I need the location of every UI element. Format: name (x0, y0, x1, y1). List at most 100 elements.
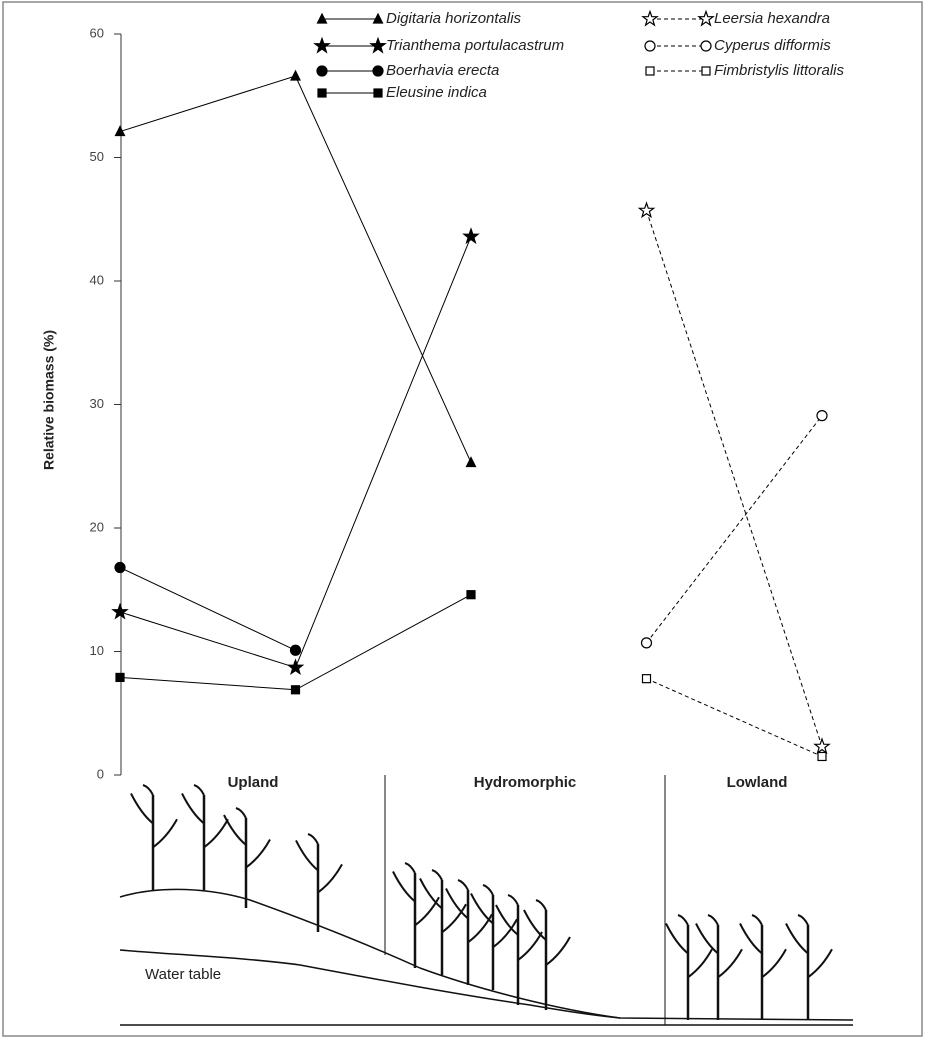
legend-label: Digitaria horizontalis (386, 10, 522, 27)
legend-label: Leersia hexandra (714, 10, 830, 27)
plant (470, 893, 494, 925)
y-axis-label: Relative biomass (%) (41, 330, 57, 470)
plant (785, 923, 809, 955)
plant (807, 948, 833, 979)
marker (813, 737, 831, 755)
zone-label: Hydromorphic (474, 774, 577, 791)
legend-marker (700, 40, 712, 52)
legend-marker (373, 88, 383, 98)
legend-marker (316, 12, 328, 24)
plant (523, 909, 547, 941)
plant (707, 914, 719, 926)
legend-label: Fimbristylis littoralis (714, 62, 845, 79)
marker (640, 637, 653, 649)
plant (203, 818, 229, 849)
plant (142, 784, 154, 796)
series-line (119, 567, 296, 651)
plant (404, 862, 416, 874)
marker (817, 751, 827, 762)
plant (687, 948, 713, 979)
marker (115, 672, 125, 683)
plant (467, 913, 493, 944)
marker (641, 674, 652, 684)
plant (392, 871, 416, 903)
plant (492, 918, 518, 949)
marker (637, 201, 656, 219)
y-tick-label: 20 (90, 519, 104, 534)
landscape (119, 775, 854, 1026)
plant (761, 948, 787, 979)
legend-marker (644, 40, 656, 52)
plant (317, 863, 343, 894)
marker (816, 410, 828, 422)
plant (441, 903, 467, 934)
marker (290, 69, 301, 81)
plant (445, 888, 469, 920)
y-tick-label: 40 (90, 272, 104, 287)
plant (751, 914, 763, 926)
plant (457, 879, 469, 891)
legend-marker (316, 65, 328, 77)
legend-marker (645, 66, 655, 76)
marker (111, 602, 129, 620)
plant (545, 936, 571, 966)
plant (181, 793, 205, 825)
y-tick-label: 30 (90, 396, 104, 411)
legend-label: Cyperus difformis (714, 37, 831, 54)
annotation: Water table (145, 966, 221, 983)
series-line (119, 75, 472, 463)
marker (465, 456, 477, 468)
y-tick-label: 10 (90, 643, 104, 658)
plant (235, 807, 247, 819)
legend-label: Eleusine indica (386, 84, 487, 101)
plant (665, 923, 689, 955)
plant (295, 839, 319, 872)
series-line (646, 678, 823, 757)
legend-marker (372, 12, 384, 24)
plant (495, 904, 519, 936)
marker (114, 561, 126, 574)
zone-label: Lowland (727, 774, 788, 791)
plant (535, 899, 547, 911)
plant (797, 914, 809, 926)
plant (152, 818, 178, 849)
legend-label: Boerhavia erecta (386, 62, 499, 79)
y-tick-label: 50 (90, 149, 104, 164)
series-line (646, 210, 823, 747)
legend-marker (701, 66, 711, 76)
series-line (119, 236, 472, 669)
legend-marker (372, 65, 384, 77)
water-table (119, 949, 621, 1019)
zone-label: Upland (228, 774, 279, 791)
series-line (119, 594, 472, 691)
marker (289, 644, 302, 656)
plant (482, 884, 494, 896)
plant (431, 869, 443, 881)
plant (245, 839, 271, 869)
plant (223, 814, 247, 846)
ground (119, 888, 854, 1021)
plant (507, 894, 519, 906)
y-tick-label: 60 (90, 25, 104, 40)
plant (517, 931, 543, 961)
marker (462, 227, 480, 245)
legend-marker (317, 88, 327, 98)
marker (290, 685, 301, 695)
plant (414, 896, 440, 927)
legend-marker (697, 9, 715, 27)
legend-marker (369, 36, 387, 54)
plant (717, 948, 743, 979)
plant (677, 914, 689, 926)
plant (193, 784, 205, 796)
marker (466, 590, 476, 600)
y-tick-label: 0 (97, 766, 104, 781)
plant (130, 793, 154, 825)
series-line (646, 415, 823, 644)
marker (114, 125, 126, 137)
plant (419, 878, 443, 910)
plant (695, 923, 719, 955)
legend-marker (313, 36, 331, 54)
